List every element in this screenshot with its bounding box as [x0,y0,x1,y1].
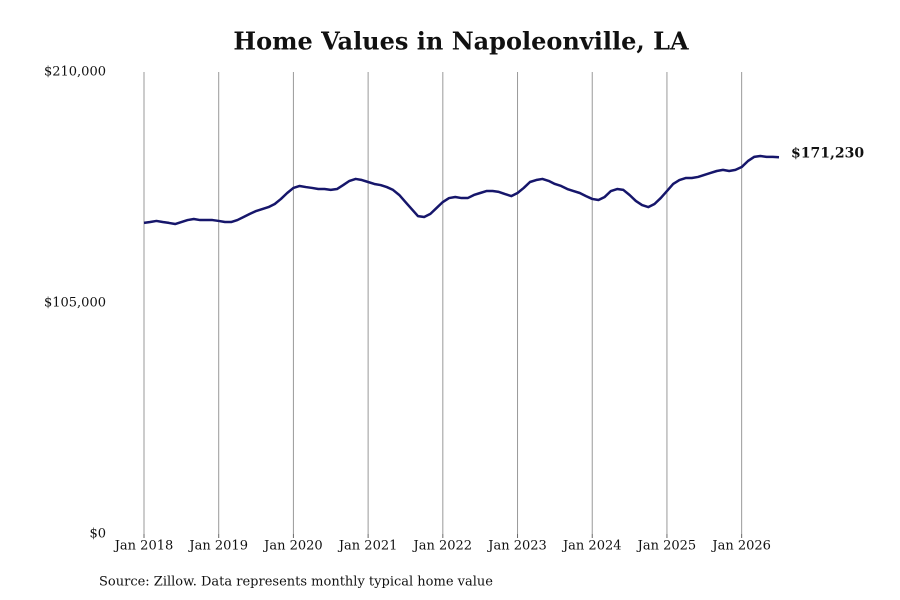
x-tick-label: Jan 2024 [561,539,622,554]
y-tick-label: $210,000 [44,65,106,80]
x-tick-label: Jan 2026 [710,539,771,554]
source-note: Source: Zillow. Data represents monthly … [99,575,493,590]
end-value-label: $171,230 [791,145,864,161]
x-tick-label: Jan 2019 [187,539,248,554]
x-tick-label: Jan 2021 [337,539,398,554]
x-tick-label: Jan 2023 [486,539,547,554]
x-tick-label: Jan 2020 [262,539,323,554]
chart-title: Home Values in Napoleonville, LA [233,27,689,56]
y-tick-label: $0 [89,527,106,542]
x-tick-label: Jan 2025 [636,539,697,554]
y-tick-label: $105,000 [44,296,106,311]
x-tick-label: Jan 2022 [412,539,473,554]
line-series [143,154,780,226]
x-tick-label: Jan 2018 [113,539,174,554]
